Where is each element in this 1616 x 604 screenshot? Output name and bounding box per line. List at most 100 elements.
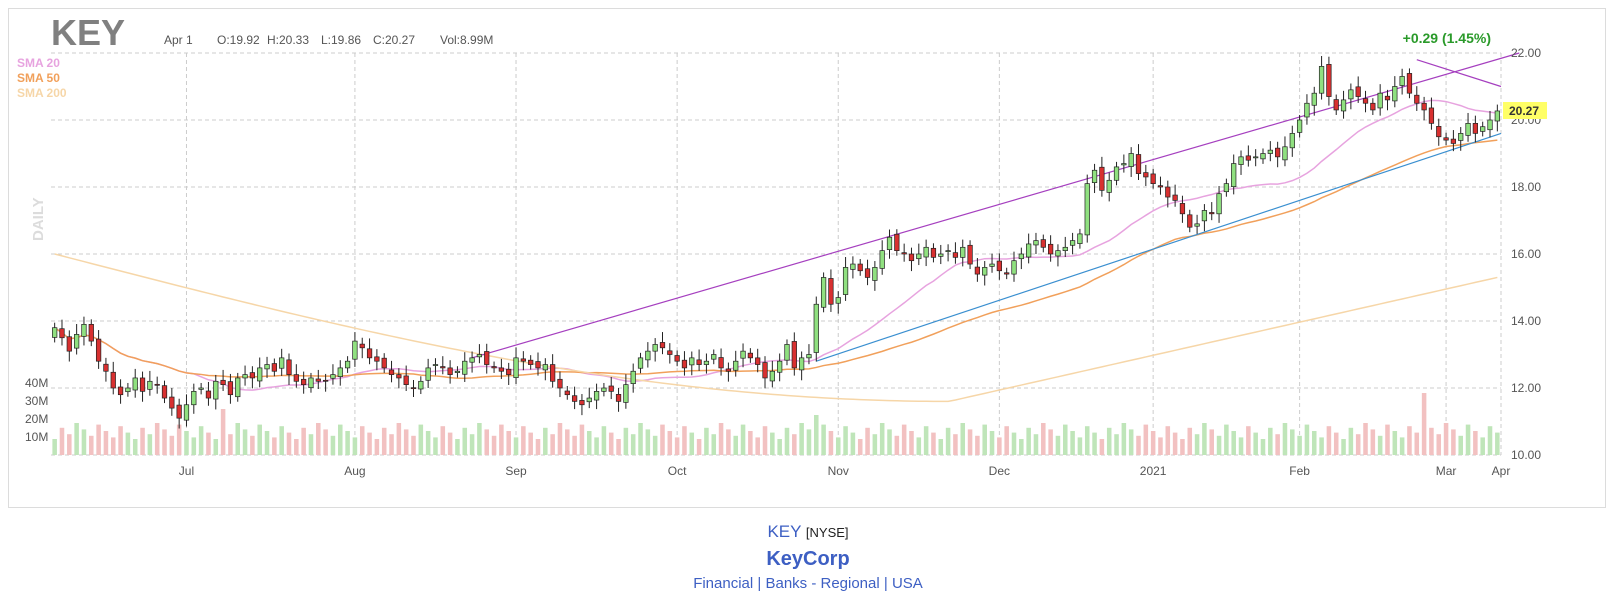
sector-link[interactable]: Financial [693,575,754,592]
volume-bar [535,439,541,455]
volume-bar [1385,424,1390,455]
volume-bar [667,431,673,455]
candle-body [154,383,160,386]
candle-body [835,297,841,304]
candle-body [659,342,666,349]
volume-bar [1333,432,1339,455]
candle-body [1201,210,1208,222]
candle-body [952,252,959,258]
candle-body [1472,122,1478,134]
volume-bar [403,429,409,455]
candle-body [213,380,219,400]
candle-body [418,380,424,390]
volume-bar [579,424,585,455]
candle-body [74,334,80,349]
volume-bar [1136,435,1141,455]
country-link[interactable]: USA [891,575,923,592]
candle-body [1113,166,1120,181]
volume-bar [132,439,138,455]
candle-body [725,368,732,372]
candle-body [337,367,343,377]
company-name[interactable]: KeyCorp [766,548,850,570]
volume-bar [1341,439,1346,455]
trend-lines [471,52,1520,362]
candle-body [681,359,688,369]
volume-bar [916,437,922,455]
volume-bar [440,426,446,455]
candle-body [323,379,329,382]
candle-body [59,328,65,339]
candle-body [410,387,417,390]
moving-averages [54,99,1498,403]
volume-bar [645,429,651,455]
footer-classification: Financial | Banks - Regional | USA [0,575,1616,592]
volume-bar [1348,427,1354,455]
candle-body [1077,233,1083,244]
volume-bar [213,439,219,455]
volume-bar [865,427,870,455]
time-tick-label: Nov [828,464,849,478]
volume-bar [1143,424,1149,455]
volume-bar [235,423,241,455]
candle-body [1084,183,1090,236]
candle-body [820,277,827,308]
candle-body [1165,186,1171,198]
volume-bar [1377,435,1383,455]
volume-bar [308,434,314,455]
volume-bar [1355,434,1361,455]
volume-bar [1128,429,1134,455]
industry-link[interactable]: Banks - Regional [765,575,880,592]
candle-body [974,266,981,275]
candle-body [1245,155,1251,161]
volume-bar [477,423,482,455]
separator: | [757,575,762,592]
candle-body [571,395,578,402]
candle-body [1326,64,1332,97]
candle-body [425,367,431,381]
volume-bar [814,415,819,455]
candle-body [1238,156,1244,165]
volume-bar [652,435,658,455]
volume-bar [586,431,592,455]
volume-bar [835,437,841,455]
candle-body [366,348,373,359]
support-trend-line [816,132,1502,362]
volume-bar [389,434,394,455]
time-tick-label: Mar [1436,464,1457,478]
volume-bar [1429,427,1434,455]
volume-bar [660,424,665,455]
candle-body [1223,183,1229,193]
time-tick-label: Oct [668,464,687,478]
candle-body [542,364,548,371]
footer-symbol-link[interactable]: KEY [767,522,802,541]
volume-bar [594,437,599,455]
candle-body [513,357,519,378]
candle-body [1179,203,1186,215]
volume-bar [176,424,182,455]
volume-bar [81,429,87,455]
volume-bar [1070,431,1075,455]
volume-bar [1041,423,1046,455]
volume-bar [301,427,306,455]
volume-bar [1180,439,1185,455]
candle-body [1399,76,1405,86]
volume-bar [184,431,189,455]
candle-body [191,391,197,406]
volume-bar [762,426,768,455]
volume-bar [1011,432,1017,455]
legend-sma20: SMA 20 [17,56,60,70]
volume-bar [777,439,782,455]
candle-body [1187,214,1193,228]
candle-body [967,244,973,265]
volume-bar [96,424,101,455]
candle-body [1040,239,1046,248]
candle-body [630,370,636,384]
candle-body [264,364,270,370]
candle-body [1494,110,1500,122]
candle-body [147,380,153,390]
volume-bar [821,424,826,455]
volume-bar [1495,432,1500,455]
candle-body [1333,99,1339,111]
volume-bar [726,429,731,455]
